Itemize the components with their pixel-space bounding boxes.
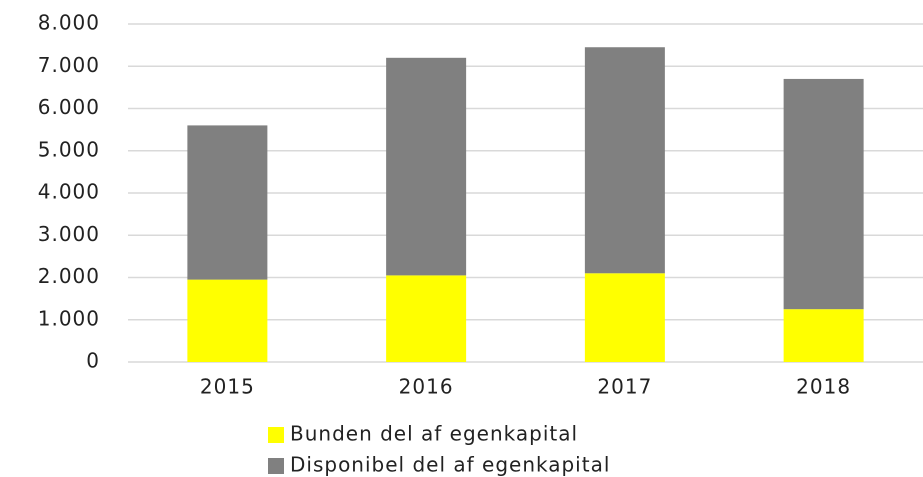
y-tick-label: 0 [86,349,100,373]
y-tick-label: 7.000 [38,53,100,77]
legend-swatch [268,458,284,474]
bar-segment [386,275,467,362]
x-tick-label: 2015 [200,375,255,399]
y-tick-label: 4.000 [38,180,100,204]
legend-label: Bunden del af egenkapital [290,422,578,446]
x-tick-label: 2017 [597,375,652,399]
bar-segment [584,47,665,274]
x-tick-label: 2018 [796,375,851,399]
y-tick-label: 3.000 [38,222,100,246]
legend-label: Disponibel del af egenkapital [290,453,610,477]
bar-segment [386,57,467,276]
x-tick-label: 2016 [399,375,454,399]
bar-segment [783,78,864,310]
y-tick-label: 2.000 [38,264,100,288]
y-tick-label: 6.000 [38,95,100,119]
y-tick-label: 1.000 [38,306,100,330]
bar-segment [187,279,268,362]
legend-swatch [268,427,284,443]
bar-segment [783,309,864,362]
y-tick-label: 5.000 [38,137,100,161]
bar-segment [187,125,268,280]
y-tick-label: 8.000 [38,11,100,35]
bar-segment [584,273,665,362]
